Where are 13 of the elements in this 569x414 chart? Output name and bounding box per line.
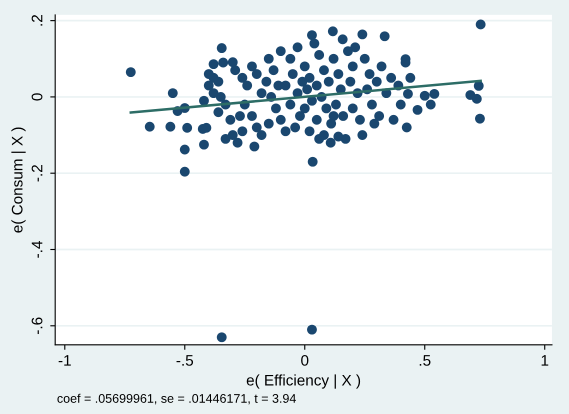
text: coef = .05699961, se = .01446171, t = 3.94 (57, 394, 296, 404)
x-tick-label: -.5 (176, 355, 194, 366)
y-axis-title: e( Consum | X ) (11, 127, 26, 233)
x-tick-label: 0 (301, 354, 308, 366)
x-tick-label: 1 (542, 355, 548, 366)
x-tick-label: -1 (58, 355, 71, 366)
y-tick-label: -.4 (32, 241, 42, 258)
x-tick-label: .5 (420, 355, 430, 366)
y-tick-label: 0 (32, 93, 42, 101)
y-tick-label: .2 (32, 15, 42, 26)
y-tick-label: -.6 (32, 318, 42, 334)
x-axis-title: e( Efficiency | X ) (246, 374, 360, 389)
y-tick-label: -.2 (32, 165, 42, 182)
